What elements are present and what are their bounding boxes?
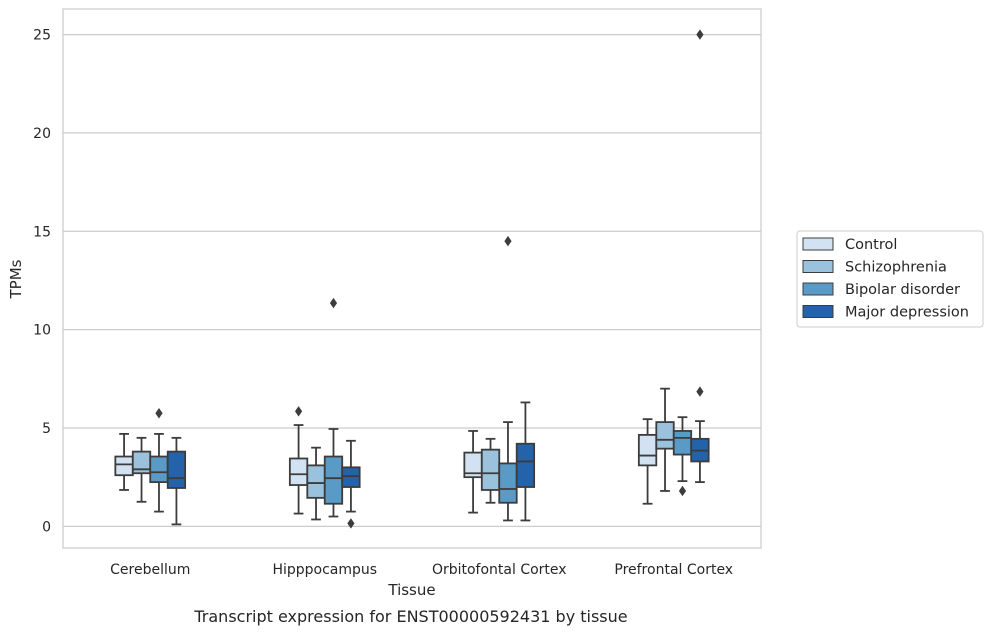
box-0-0 bbox=[114, 433, 134, 491]
x-tick-label: Prefrontal Cortex bbox=[614, 562, 733, 578]
box-body bbox=[655, 421, 675, 450]
legend-label: Bipolar disorder bbox=[845, 282, 960, 298]
box-body bbox=[114, 455, 134, 477]
boxes-layer bbox=[114, 29, 710, 529]
y-ticks: 0 5 10 15 20 25 bbox=[33, 28, 51, 536]
legend-frame bbox=[796, 230, 984, 328]
legend-label: Control bbox=[845, 237, 897, 253]
outlier-point bbox=[696, 29, 704, 40]
chart-caption: Transcript expression for ENST0000059243… bbox=[193, 607, 627, 626]
legend-swatch bbox=[802, 282, 834, 296]
plot-frame bbox=[62, 8, 762, 549]
outlier-point bbox=[347, 518, 355, 529]
box-body bbox=[306, 464, 326, 499]
box-0-3 bbox=[637, 418, 658, 505]
outlier-point bbox=[329, 297, 338, 309]
y-tick-label: 15 bbox=[33, 224, 51, 240]
legend-swatch bbox=[802, 260, 834, 273]
x-tick-label: Cerebellum bbox=[110, 562, 190, 578]
outlier-point bbox=[696, 386, 704, 397]
box-3-2 bbox=[515, 401, 536, 522]
box-body bbox=[672, 430, 693, 456]
box-body bbox=[166, 450, 187, 489]
x-tick-label: Hipppocampus bbox=[272, 562, 377, 578]
y-tick-label: 0 bbox=[42, 519, 51, 535]
box-3-1 bbox=[341, 439, 361, 529]
box-0-2 bbox=[463, 430, 483, 514]
box-body bbox=[515, 442, 536, 488]
x-tick-label: Orbitofontal Cortex bbox=[432, 562, 567, 578]
outlier-point bbox=[294, 406, 303, 417]
outlier-point bbox=[678, 485, 687, 497]
y-tick-label: 10 bbox=[33, 323, 51, 339]
box-2-0 bbox=[149, 408, 169, 513]
box-3-3 bbox=[690, 29, 710, 484]
box-body bbox=[480, 448, 501, 491]
legend-swatch bbox=[802, 237, 834, 251]
y-axis-label: TPMs bbox=[7, 259, 25, 299]
y-tick-label: 20 bbox=[33, 126, 51, 142]
box-3-0 bbox=[166, 436, 187, 526]
grid-lines bbox=[63, 33, 761, 527]
x-axis-label: Tissue bbox=[387, 581, 435, 599]
y-tick-label: 5 bbox=[42, 421, 51, 437]
legend-swatch bbox=[802, 305, 834, 318]
legend: Control Schizophrenia Bipolar disorder Majo… bbox=[796, 230, 984, 328]
box-body bbox=[323, 455, 344, 505]
legend-label: Schizophrenia bbox=[845, 260, 947, 276]
outlier-point bbox=[504, 235, 512, 247]
box-body bbox=[288, 457, 309, 486]
outlier-point bbox=[155, 408, 163, 419]
x-ticks: Cerebellum Hipppocampus Orbitofontal Corte… bbox=[110, 562, 733, 578]
box-body bbox=[341, 466, 361, 488]
box-body bbox=[149, 455, 169, 484]
box-body bbox=[498, 462, 518, 504]
legend-label: Major depression bbox=[845, 305, 969, 321]
box-body bbox=[637, 433, 658, 467]
y-tick-label: 25 bbox=[33, 28, 51, 44]
